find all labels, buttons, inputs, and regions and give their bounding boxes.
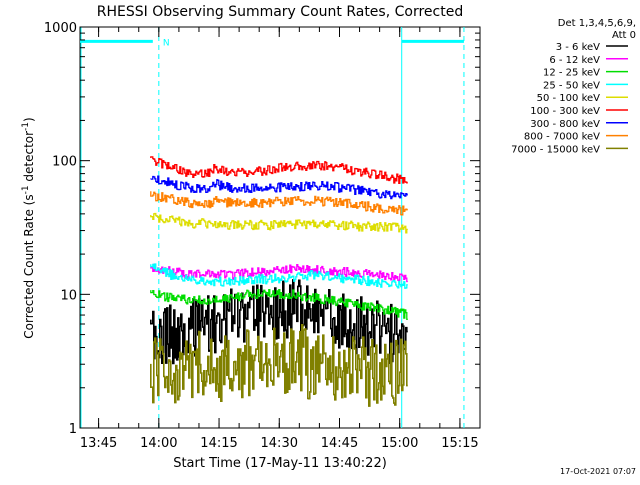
series-line-4 (150, 263, 408, 289)
series-line-9 (150, 324, 408, 407)
series-line-2 (150, 263, 408, 283)
footer-timestamp: 17-Oct-2021 07:07 (560, 467, 636, 476)
legend-label: 3 - 6 keV (556, 42, 600, 53)
y-axis-label-part: Corrected Count Rate (s (22, 194, 36, 338)
legend-label: 6 - 12 keV (549, 55, 600, 66)
chart-title: RHESSI Observing Summary Count Rates, Co… (97, 4, 463, 20)
x-tick-label: 14:15 (200, 436, 237, 451)
legend-label: 25 - 50 keV (543, 80, 600, 91)
plot-border (79, 26, 481, 429)
y-tick-label: 1 (69, 422, 77, 437)
series-line-8 (150, 191, 408, 216)
legend-label: 800 - 7000 keV (524, 132, 600, 143)
x-tick-label: 13:45 (80, 436, 117, 451)
y-axis-label-sup: -1 (21, 185, 31, 194)
series-line-6 (150, 156, 408, 185)
x-axis-label: Start Time (17-May-11 13:40:22) (173, 456, 387, 471)
legend-label: 7000 - 15000 keV (511, 144, 600, 155)
series-lines (150, 156, 408, 407)
legend-label: 300 - 800 keV (530, 119, 600, 130)
series-line-7 (150, 175, 408, 200)
series-line-5 (150, 212, 408, 234)
legend: Det 1,3,4,5,6,9,Att 0 3 - 6 keV 6 - 12 keV… (511, 18, 636, 155)
series-line-1 (150, 279, 408, 365)
y-tick-label: 10 (60, 288, 77, 303)
night-flag-label: N (163, 38, 170, 48)
x-tick-label: 14:45 (321, 436, 358, 451)
x-tick-label: 14:30 (261, 436, 298, 451)
legend-label: 50 - 100 keV (537, 93, 601, 104)
y-axis-label-sup: -1 (21, 122, 31, 131)
y-tick-label: 1000 (44, 21, 77, 36)
legend-header: Det 1,3,4,5,6,9, (558, 18, 636, 29)
x-tick-label: 15:00 (381, 436, 418, 451)
y-axis-label-part: detector (22, 131, 36, 186)
y-axis-label: Corrected Count Rate (s-1 detector-1) (21, 117, 36, 338)
x-tick-label: 14:00 (140, 436, 177, 451)
legend-label: 100 - 300 keV (530, 106, 600, 117)
legend-header: Att 0 (612, 30, 636, 41)
axes: 1 10 100 1000 13:45 14:00 14:15 14:30 14:45 15:00… (44, 21, 481, 451)
series-line-3 (150, 289, 408, 320)
legend-label: 12 - 25 keV (543, 68, 600, 79)
x-tick-label: 15:15 (441, 436, 478, 451)
plot-frame (79, 26, 481, 429)
y-axis-label-part: ) (22, 117, 36, 122)
y-tick-label: 100 (52, 155, 77, 170)
